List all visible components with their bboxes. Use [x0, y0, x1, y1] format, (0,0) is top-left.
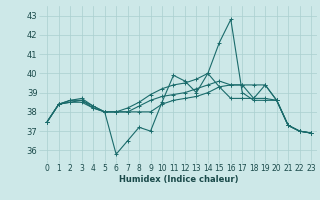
- X-axis label: Humidex (Indice chaleur): Humidex (Indice chaleur): [119, 175, 239, 184]
